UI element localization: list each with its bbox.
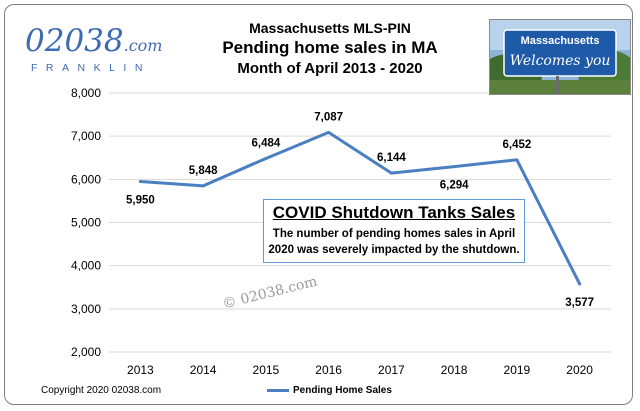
data-label: 5,848 [189,165,218,177]
x-tick-label: 2014 [190,363,217,377]
x-tick-label: 2020 [566,363,593,377]
x-tick-label: 2013 [127,363,154,377]
logo-suffix-text: .com [123,36,163,55]
x-tick-label: 2016 [315,363,342,377]
line-chart: 2,000 3,000 4,000 5,000 6,000 7,000 8,000 2013 2… [71,86,611,377]
copyright-text: Copyright 2020 02038.com [41,385,162,396]
y-tick-label: 4,000 [71,259,101,273]
chart-legend: Pending Home Sales [267,385,392,396]
data-point [264,156,268,160]
chart-source-title: Massachusetts MLS-PIN [249,20,411,36]
sign-text-line2: Welcomes you [510,53,611,69]
site-logo: 02038.com FRANKLIN [25,23,175,74]
y-tick-label: 5,000 [71,216,101,230]
data-label: 7,087 [314,111,343,123]
y-tick-label: 7,000 [71,129,101,143]
x-tick-label: 2019 [504,363,531,377]
data-label: 3,577 [565,297,594,309]
y-tick-label: 8,000 [71,86,101,100]
covid-annotation-box: COVID Shutdown Tanks Sales The number of… [263,199,525,263]
chart-frame: 2,000 3,000 4,000 5,000 6,000 7,000 8,000 2013 2… [4,4,633,405]
x-tick-label: 2017 [378,363,405,377]
y-tick-label: 2,000 [71,345,101,359]
data-point [201,184,205,188]
legend-line-swatch [267,388,289,392]
sign-text-line1: Massachusetts [521,35,600,47]
y-tick-label: 6,000 [71,172,101,186]
data-label: 6,452 [502,139,531,151]
data-label: 5,950 [126,194,155,206]
data-point [578,282,582,286]
y-tick-label: 3,000 [71,302,101,316]
chart-title: Pending home sales in MA [222,38,438,57]
chart-subtitle: Month of April 2013 - 2020 [237,60,423,77]
chart-title-block: Massachusetts MLS-PIN Pending home sales… [205,19,455,79]
data-point [389,171,393,175]
data-point [452,165,456,169]
welcome-sign-image: Massachusetts Welcomes you [490,20,630,94]
data-label: 6,144 [377,152,406,164]
logo-subtitle: FRANKLIN [31,62,151,74]
logo-main-text: 02038 [25,23,124,59]
welcome-sign-photo: Massachusetts Welcomes you [489,19,631,95]
annotation-body: The number of pending homes sales in Apr… [268,228,520,256]
data-label: 6,484 [251,137,280,149]
x-tick-label: 2015 [253,363,280,377]
legend-label: Pending Home Sales [293,385,392,396]
series-line-pending-home-sales [138,130,582,286]
data-point [327,130,331,134]
data-label: 6,294 [440,180,469,192]
data-point [138,179,142,183]
annotation-title: COVID Shutdown Tanks Sales [272,203,516,222]
x-tick-label: 2018 [441,363,468,377]
data-point [515,158,519,162]
